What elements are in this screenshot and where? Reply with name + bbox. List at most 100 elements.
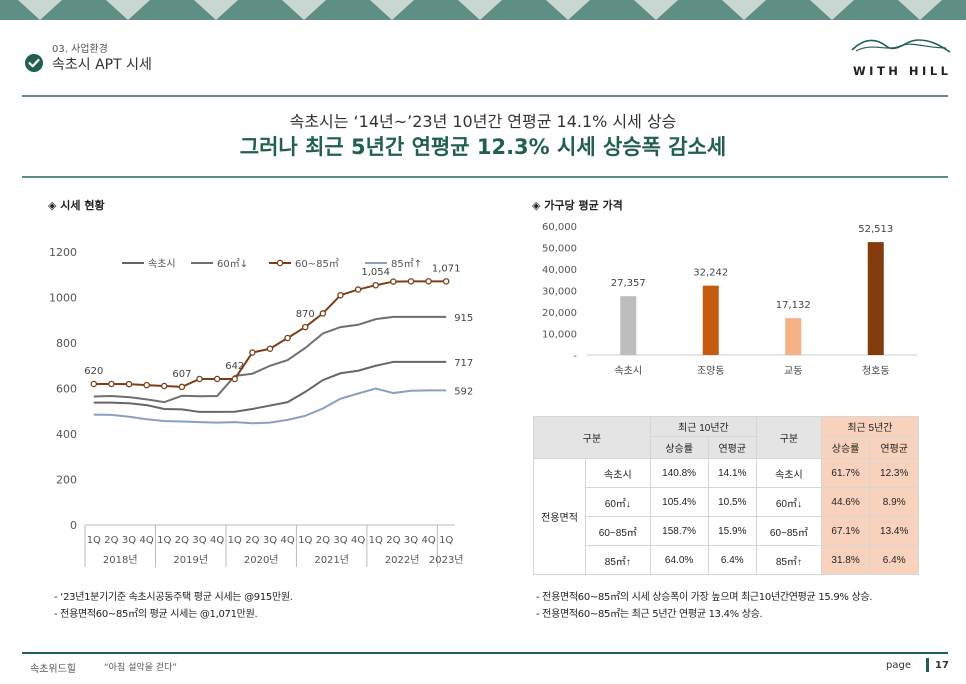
- x-tick-label: 2Q: [175, 535, 189, 546]
- table-cell: 60㎡↓: [585, 487, 651, 517]
- data-point: [213, 375, 221, 383]
- band-triangle: [898, 0, 942, 20]
- data-label: 592: [454, 386, 473, 397]
- x-year-label: 2021년: [314, 554, 349, 566]
- bar: [785, 318, 802, 355]
- checkmark-icon: [25, 54, 43, 72]
- note-left-1: - ‘23년1분기기준 속초시공동주택 평균 시세는 @915만원.: [54, 592, 293, 603]
- table-header-group: 구분: [533, 416, 651, 459]
- data-point: [319, 310, 327, 317]
- x-tick-label: 4Q: [351, 535, 365, 546]
- table-cell: 60~85㎡: [585, 516, 651, 546]
- table-row: 85㎡↑ 64.0% 6.4% 85㎡↑ 31.8% 6.4%: [534, 545, 919, 575]
- y-tick-label: 20,000: [542, 308, 577, 319]
- table-header-rate-10y: 상승률: [649, 436, 709, 459]
- band-triangle: [18, 0, 62, 20]
- x-year-label: 2023년: [429, 554, 464, 566]
- band-triangle: [634, 0, 678, 20]
- x-tick-label: 2Q: [245, 535, 259, 546]
- data-point: [284, 334, 291, 342]
- data-point: [337, 291, 344, 299]
- top-decorative-band: [0, 0, 966, 20]
- legend-label: 60~85㎡: [295, 258, 339, 270]
- y-tick-label: 800: [56, 337, 77, 350]
- bar-value-label: 32,242: [693, 268, 728, 279]
- data-point: [301, 323, 309, 331]
- table-header-5y: 최근 5년간: [820, 416, 920, 437]
- data-point: [442, 278, 450, 285]
- table-cell: 64.0%: [649, 545, 709, 575]
- data-point: [178, 383, 186, 391]
- data-point: [231, 375, 239, 383]
- data-point: [125, 380, 133, 388]
- x-tick-label: 1Q: [369, 535, 383, 546]
- bar: [620, 296, 637, 355]
- table-cell: 61.7%: [820, 458, 871, 488]
- y-tick-label: 1200: [49, 246, 77, 259]
- table-cell: 85㎡↑: [585, 545, 651, 575]
- data-label: 620: [84, 366, 103, 377]
- table-header-10y: 최근 10년간: [649, 416, 758, 437]
- x-tick-label: 2Q: [316, 535, 330, 546]
- data-point: [390, 278, 397, 285]
- table-header-avg-10y: 연평균: [707, 436, 758, 459]
- data-point: [354, 286, 362, 293]
- series-line: [93, 360, 447, 413]
- band-triangle: [194, 0, 238, 20]
- data-label: 717: [454, 358, 473, 369]
- table-header-group-5y: 구분: [756, 416, 822, 459]
- table-cell: 15.9%: [707, 516, 758, 546]
- data-point: [407, 278, 415, 285]
- data-label: 915: [454, 313, 473, 324]
- data-point: [266, 345, 274, 352]
- x-tick-label: 1Q: [228, 535, 242, 546]
- legend-label: 60㎡↓: [217, 258, 248, 270]
- x-tick-label: 4Q: [421, 535, 435, 546]
- data-label: 1,071: [432, 263, 461, 274]
- table-cell: 67.1%: [820, 516, 871, 546]
- note-right-1: - 전용면적60~85㎡의 시세 상승폭이 가장 높으며 최근10년간연평균 1…: [536, 592, 873, 603]
- household-avg-price-chart: - 10,000 20,000 30,000 40,000 50,000 60,000 27,…: [542, 222, 917, 377]
- x-tick-label: 2Q: [104, 535, 118, 546]
- table-cell: 13.4%: [869, 516, 919, 546]
- table-cell: 85㎡↑: [756, 545, 822, 575]
- price-status-heading: ◈ 시세 현황: [48, 199, 105, 212]
- table-cell: 60㎡↓: [756, 487, 822, 517]
- data-label: 1,054: [361, 267, 390, 278]
- band-triangle: [106, 0, 150, 20]
- x-tick-label: 1Q: [157, 535, 171, 546]
- headline-line2: 그러나 최근 5년간 연평균 12.3% 시세 상승폭 감소세: [239, 135, 727, 159]
- with-hill-logo-icon: [851, 39, 951, 53]
- category-label: 청호동: [862, 365, 890, 377]
- rate-table: 구분 최근 10년간 구분 최근 5년간 상승률 연평균 상승률 연평균 전용면…: [533, 416, 920, 575]
- band-triangle: [546, 0, 590, 20]
- x-tick-label: 3Q: [122, 535, 136, 546]
- footer-page-number: 17: [935, 660, 949, 671]
- band-triangle: [458, 0, 502, 20]
- x-tick-label: 4Q: [140, 535, 154, 546]
- section-title: 속초시 APT 시세: [52, 57, 152, 73]
- y-tick-label: 50,000: [542, 244, 577, 255]
- table-cell: 10.5%: [707, 487, 758, 517]
- footer-divider: [22, 652, 948, 654]
- footer-page-label: page: [886, 660, 911, 671]
- x-tick-label: 1Q: [87, 535, 101, 546]
- x-tick-label: 4Q: [281, 535, 295, 546]
- table-cell: 140.8%: [649, 458, 709, 488]
- table-header-rate-5y: 상승률: [820, 436, 871, 459]
- bar: [702, 285, 719, 355]
- legend-label: 85㎡↑: [391, 258, 422, 270]
- table-cell: 105.4%: [649, 487, 709, 517]
- table-row: 전용면적 속초시 140.8% 14.1% 속초시 61.7% 12.3%: [533, 458, 919, 575]
- y-tick-label: 0: [70, 519, 77, 532]
- x-year-label: 2020년: [244, 554, 279, 566]
- data-point: [90, 380, 98, 388]
- table-cell: 14.1%: [707, 458, 758, 488]
- x-tick-label: 4Q: [210, 535, 224, 546]
- data-point: [372, 281, 379, 289]
- table-row: 60~85㎡ 158.7% 15.9% 60~85㎡ 67.1% 13.4%: [534, 516, 919, 546]
- headline-line1: 속초시는 ‘14년~’23년 10년간 연평균 14.1% 시세 상승: [289, 112, 677, 131]
- bar-value-label: 17,132: [776, 300, 811, 311]
- data-point: [249, 349, 256, 356]
